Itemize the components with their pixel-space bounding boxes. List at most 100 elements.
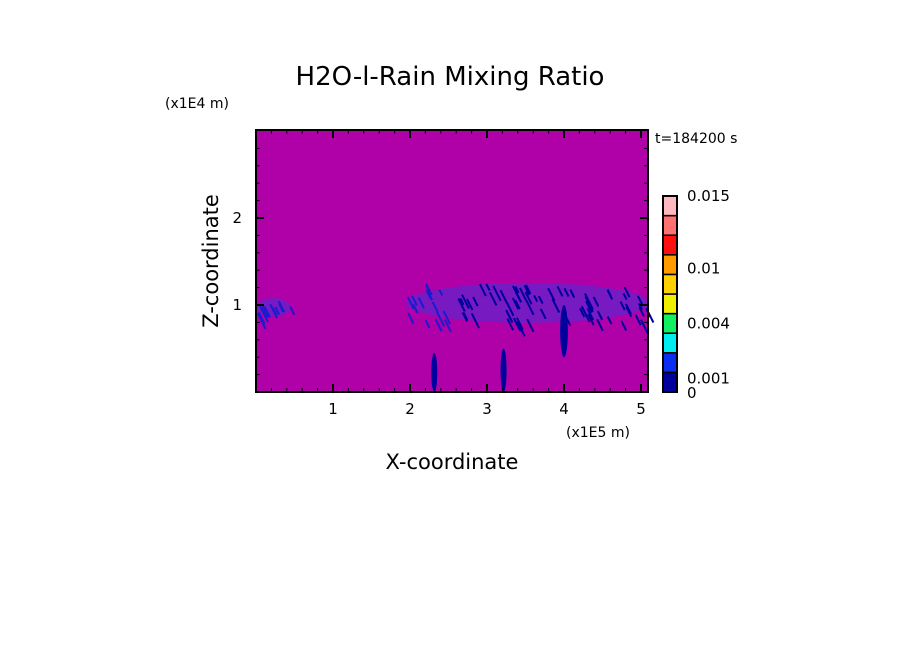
rain-streak xyxy=(625,306,633,318)
chart-title: H2O-l-Rain Mixing Ratio xyxy=(296,62,605,92)
rain-streak xyxy=(411,295,418,306)
rain-streak xyxy=(580,305,591,323)
rain-streak xyxy=(563,287,570,298)
rain-streak xyxy=(516,320,526,337)
rain-shaft xyxy=(560,305,568,358)
rain-streak xyxy=(606,289,614,300)
field-background xyxy=(256,130,648,392)
colorbar-swatch xyxy=(662,352,678,374)
colorbar-swatch xyxy=(662,195,678,217)
rain-streak xyxy=(524,291,533,305)
rain-streak xyxy=(278,303,285,313)
colorbar-swatch xyxy=(662,234,678,256)
rain-streak xyxy=(596,318,604,332)
y-tick-label: 2 xyxy=(232,209,242,227)
rain-streak xyxy=(261,305,270,319)
colorbar-label: 0.015 xyxy=(687,187,730,205)
y-tick-label: 1 xyxy=(232,296,242,314)
rain-streak xyxy=(478,283,487,297)
rain-streak xyxy=(425,285,432,294)
x-axis-label: X-coordinate xyxy=(386,450,519,474)
y-axis-label: Z-coordinate xyxy=(199,194,223,328)
colorbar-label: 0.004 xyxy=(687,314,730,332)
rain-streak xyxy=(585,300,593,314)
rain-streak xyxy=(606,316,613,325)
time-label: t=184200 s xyxy=(655,131,737,147)
rain-streak xyxy=(256,312,267,330)
rain-streak xyxy=(457,298,466,312)
rain-streak xyxy=(461,311,469,322)
x-tick-label: 3 xyxy=(482,400,492,418)
x-tick-label: 5 xyxy=(636,400,646,418)
rain-streak xyxy=(274,306,281,316)
rain-streak xyxy=(596,310,604,321)
colorbar-swatch xyxy=(662,273,678,295)
rain-streak xyxy=(506,302,515,317)
rain-streak xyxy=(257,311,266,325)
rain-streak xyxy=(466,298,474,311)
colorbar-label: 0.01 xyxy=(687,260,720,278)
rain-streak xyxy=(499,289,508,304)
colorbar-swatch xyxy=(662,312,678,334)
rain-streak xyxy=(514,299,521,310)
x-tick-label: 1 xyxy=(328,400,338,418)
rain-streak xyxy=(436,311,446,327)
rain-streak xyxy=(417,297,425,309)
rain-streak xyxy=(551,298,561,313)
rain-streak xyxy=(512,285,522,303)
rain-streak xyxy=(556,285,564,297)
colorbar-label: 0 xyxy=(687,384,697,402)
colorbar-swatch xyxy=(662,214,678,236)
rain-streak xyxy=(515,317,524,330)
rain-streak xyxy=(492,285,502,302)
rain-streak xyxy=(511,297,520,310)
rain-streak xyxy=(622,292,628,301)
rain-streak xyxy=(586,307,595,321)
colorbar: 00.001 0.004 0.01 0.015 xyxy=(662,187,730,402)
colorbar-swatch xyxy=(662,254,678,276)
rain-streak xyxy=(638,306,645,317)
rain-streak xyxy=(412,303,419,314)
rain-streak xyxy=(525,284,532,295)
rain-streak xyxy=(505,309,514,323)
rain-streak xyxy=(406,296,415,310)
rain-streak xyxy=(537,295,544,305)
x-unit-label: (x1E5 m) xyxy=(566,425,630,441)
rain-streak xyxy=(547,287,556,302)
rain-streak xyxy=(431,301,439,313)
rain-streak xyxy=(263,305,271,318)
rain-streak xyxy=(485,283,491,292)
rain-streak xyxy=(470,313,480,329)
rain-shaft xyxy=(431,352,438,392)
rain-streak xyxy=(424,319,431,329)
rain-streak xyxy=(584,295,594,313)
rain-streak xyxy=(472,296,479,307)
rain-streak xyxy=(619,301,626,311)
rain-streak xyxy=(459,297,465,306)
rain-streak xyxy=(637,302,643,311)
rain-streak xyxy=(443,319,452,333)
rain-streak xyxy=(623,286,631,298)
colorbar-swatch xyxy=(662,371,678,393)
colorbar-frame xyxy=(662,195,678,393)
rain-streak xyxy=(461,294,470,310)
rain-shaft xyxy=(500,348,507,392)
rain-streak xyxy=(259,305,269,323)
colorbar-swatch xyxy=(662,332,678,354)
plot-area xyxy=(256,130,655,392)
rain-streak xyxy=(539,308,547,320)
y-unit-label: (x1E4 m) xyxy=(165,96,229,112)
rain-streak xyxy=(506,318,515,331)
rain-streak xyxy=(569,289,576,299)
rain-streak xyxy=(269,303,279,319)
rain-streak xyxy=(579,307,586,318)
plot-frame xyxy=(255,129,649,393)
x-tick-label: 4 xyxy=(559,400,569,418)
rain-streak xyxy=(434,318,443,332)
rain-streak xyxy=(438,289,444,296)
rain-streak xyxy=(525,299,535,316)
rain-streak xyxy=(512,317,522,332)
rain-streak xyxy=(620,320,628,331)
